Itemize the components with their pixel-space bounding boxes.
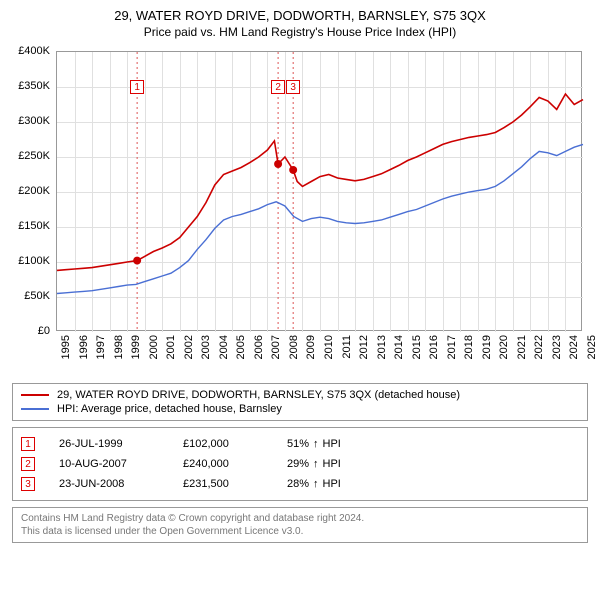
legend-item: 29, WATER ROYD DRIVE, DODWORTH, BARNSLEY…	[21, 388, 579, 402]
event-marker-box: 1	[130, 80, 144, 94]
y-axis-label: £0	[12, 325, 50, 337]
x-axis-label: 2008	[288, 335, 300, 359]
x-axis-label: 2013	[376, 335, 388, 359]
event-pct-suffix: HPI	[323, 458, 341, 470]
event-row: 1 26-JUL-1999 £102,000 51% ↑ HPI	[21, 434, 579, 454]
legend: 29, WATER ROYD DRIVE, DODWORTH, BARNSLEY…	[12, 383, 588, 421]
event-number-box: 2	[21, 457, 35, 471]
x-axis-label: 2012	[358, 335, 370, 359]
x-axis-label: 1995	[60, 335, 72, 359]
sale-marker	[274, 160, 282, 168]
chart-container: 29, WATER ROYD DRIVE, DODWORTH, BARNSLEY…	[0, 0, 600, 590]
event-pct: 29% ↑ HPI	[287, 458, 341, 470]
x-axis-label: 2011	[341, 335, 353, 359]
arrow-up-icon: ↑	[313, 458, 319, 470]
x-axis-label: 2025	[586, 335, 598, 359]
event-pct: 51% ↑ HPI	[287, 438, 341, 450]
x-axis-label: 2001	[165, 335, 177, 359]
event-date: 23-JUN-2008	[59, 478, 159, 490]
x-axis-label: 2006	[253, 335, 265, 359]
chart-title: 29, WATER ROYD DRIVE, DODWORTH, BARNSLEY…	[12, 8, 588, 23]
footer-line2: This data is licensed under the Open Gov…	[21, 525, 579, 538]
x-axis-label: 2021	[516, 335, 528, 359]
arrow-up-icon: ↑	[313, 478, 319, 490]
legend-swatch	[21, 408, 49, 410]
x-axis-label: 2022	[533, 335, 545, 359]
event-pct-value: 51%	[287, 438, 309, 450]
x-axis-label: 2018	[463, 335, 475, 359]
x-axis-label: 2005	[235, 335, 247, 359]
event-pct: 28% ↑ HPI	[287, 478, 341, 490]
event-row: 3 23-JUN-2008 £231,500 28% ↑ HPI	[21, 474, 579, 494]
event-number-box: 1	[21, 437, 35, 451]
x-axis-label: 1998	[113, 335, 125, 359]
x-axis-label: 2024	[568, 335, 580, 359]
legend-label: HPI: Average price, detached house, Barn…	[57, 403, 282, 415]
event-price: £102,000	[183, 438, 263, 450]
x-axis-label: 2023	[551, 335, 563, 359]
x-axis-label: 2016	[428, 335, 440, 359]
event-price: £240,000	[183, 458, 263, 470]
event-pct-suffix: HPI	[323, 438, 341, 450]
chart-subtitle: Price paid vs. HM Land Registry's House …	[12, 25, 588, 39]
x-axis-label: 2007	[270, 335, 282, 359]
x-axis-label: 2015	[411, 335, 423, 359]
x-axis-label: 2009	[305, 335, 317, 359]
event-pct-suffix: HPI	[323, 478, 341, 490]
sale-marker	[289, 166, 297, 174]
event-pct-value: 29%	[287, 458, 309, 470]
x-axis-label: 2004	[218, 335, 230, 359]
series-hpi	[57, 144, 583, 293]
legend-swatch	[21, 394, 49, 396]
footer-line1: Contains HM Land Registry data © Crown c…	[21, 512, 579, 525]
event-row: 2 10-AUG-2007 £240,000 29% ↑ HPI	[21, 454, 579, 474]
y-axis-label: £200K	[12, 185, 50, 197]
event-marker-box: 2	[271, 80, 285, 94]
x-axis-label: 2002	[183, 335, 195, 359]
y-axis-label: £400K	[12, 45, 50, 57]
event-marker-box: 3	[286, 80, 300, 94]
event-date: 26-JUL-1999	[59, 438, 159, 450]
event-number-box: 3	[21, 477, 35, 491]
chart-area: 1 23 £0 £50K £100K £150K £200K £250K £300K £350K £…	[12, 47, 588, 377]
arrow-up-icon: ↑	[313, 438, 319, 450]
x-axis-label: 2017	[446, 335, 458, 359]
plot-area: 1 23	[56, 51, 582, 331]
y-axis-label: £100K	[12, 255, 50, 267]
events-table: 1 26-JUL-1999 £102,000 51% ↑ HPI 2 10-AUG-2007 £…	[12, 427, 588, 501]
legend-label: 29, WATER ROYD DRIVE, DODWORTH, BARNSLEY…	[57, 389, 460, 401]
x-axis-label: 2014	[393, 335, 405, 359]
chart-svg	[57, 52, 583, 332]
sale-marker	[133, 257, 141, 265]
y-axis-label: £150K	[12, 220, 50, 232]
y-axis-label: £350K	[12, 80, 50, 92]
legend-item: HPI: Average price, detached house, Barn…	[21, 402, 579, 416]
x-axis-label: 2003	[200, 335, 212, 359]
series-property	[57, 94, 583, 270]
event-pct-value: 28%	[287, 478, 309, 490]
x-axis-label: 2019	[481, 335, 493, 359]
x-axis-label: 2020	[498, 335, 510, 359]
event-price: £231,500	[183, 478, 263, 490]
y-axis-label: £50K	[12, 290, 50, 302]
footer: Contains HM Land Registry data © Crown c…	[12, 507, 588, 543]
x-axis-label: 2010	[323, 335, 335, 359]
y-axis-label: £250K	[12, 150, 50, 162]
x-axis-label: 1997	[95, 335, 107, 359]
x-axis-label: 1999	[130, 335, 142, 359]
y-axis-label: £300K	[12, 115, 50, 127]
x-axis-label: 2000	[148, 335, 160, 359]
x-axis-label: 1996	[78, 335, 90, 359]
event-date: 10-AUG-2007	[59, 458, 159, 470]
